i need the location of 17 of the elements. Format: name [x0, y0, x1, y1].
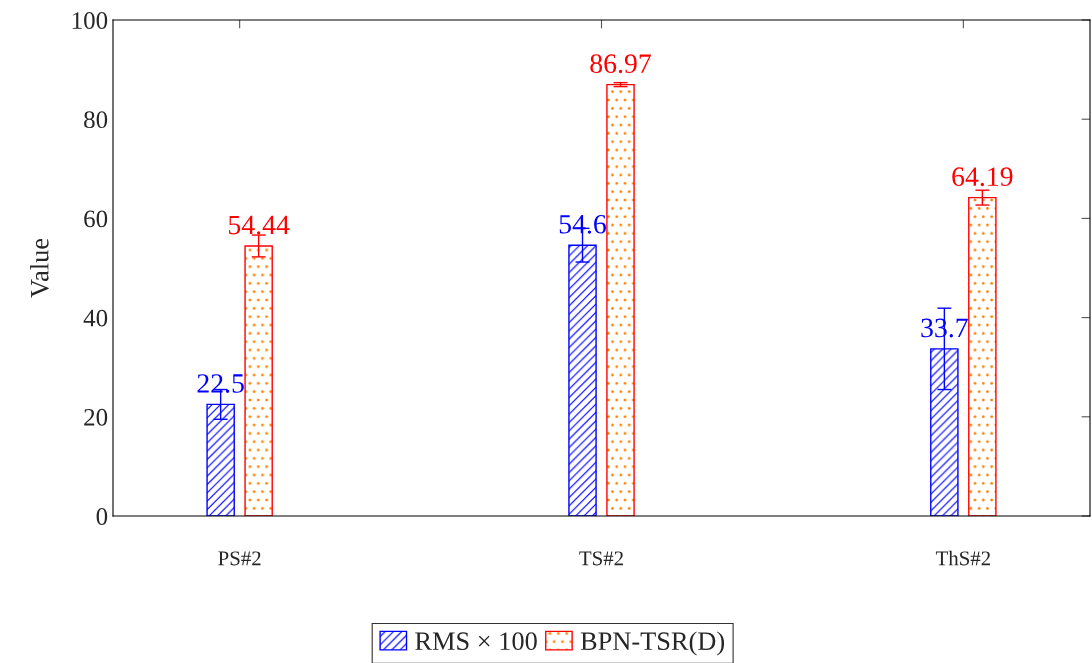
legend-label: BPN-TSR(D)	[580, 631, 725, 656]
bar	[606, 83, 635, 516]
y-tick-label: 40	[83, 309, 108, 327]
y-tick-label: 0	[96, 508, 108, 525]
data-label: 64.19	[952, 167, 1013, 187]
y-tick-label: 80	[84, 111, 108, 129]
x-tick-label: ThS#2	[935, 550, 990, 566]
data-label: 54.44	[229, 215, 290, 235]
y-axis-title: Value	[30, 238, 49, 298]
legend-label: RMS × 100	[415, 632, 537, 651]
y-tick-label: 20	[84, 408, 108, 426]
data-label: 22.5	[197, 374, 244, 393]
x-tick-label: TS#2	[579, 551, 623, 566]
data-label: 86.97	[590, 54, 651, 74]
y-tick-label: 60	[84, 210, 108, 228]
y-tick-label: 100	[72, 12, 108, 29]
x-tick-label: PS#2	[218, 551, 261, 566]
